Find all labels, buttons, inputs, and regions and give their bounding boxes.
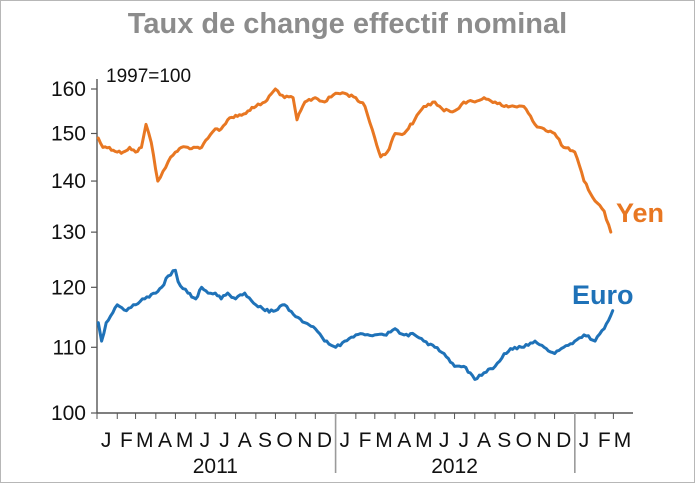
series-line-yen	[96, 87, 613, 234]
axes	[91, 79, 633, 473]
series-label-euro: Euro	[572, 280, 634, 310]
x-month-label: A	[397, 429, 411, 452]
series-lines	[96, 87, 615, 381]
y-tick-label: 160	[51, 78, 86, 101]
x-month-label: J	[579, 429, 590, 452]
x-month-label: M	[415, 429, 433, 452]
x-month-label: F	[120, 429, 133, 452]
x-month-label: M	[136, 429, 154, 452]
x-month-label: M	[176, 429, 194, 452]
y-axis-tick-labels: 160 150 140 130 120 110 100	[51, 78, 86, 425]
y-tick-label: 100	[51, 402, 86, 425]
y-tick-label: 150	[51, 122, 86, 145]
x-year-label: 2012	[431, 455, 478, 478]
y-tick-label: 110	[53, 336, 86, 359]
x-month-label: S	[258, 429, 272, 452]
x-month-label: J	[458, 429, 469, 452]
x-axis-year-labels: 2011 2012	[193, 455, 478, 478]
x-month-label: F	[359, 429, 372, 452]
x-month-label: M	[375, 429, 393, 452]
x-month-label: N	[537, 429, 552, 452]
x-month-label: S	[497, 429, 511, 452]
x-month-label: J	[219, 429, 230, 452]
x-month-label: J	[439, 429, 450, 452]
x-month-label: D	[317, 429, 332, 452]
x-month-label: A	[477, 429, 491, 452]
x-month-label: O	[516, 429, 532, 452]
series-label-yen: Yen	[616, 198, 664, 228]
x-month-label: J	[200, 429, 211, 452]
x-month-label: J	[101, 429, 112, 452]
x-month-label: D	[556, 429, 571, 452]
x-month-label: M	[614, 429, 632, 452]
chart-title: Taux de change effectif nominal	[127, 8, 568, 40]
x-year-label: 2011	[193, 455, 238, 478]
x-month-label: O	[276, 429, 292, 452]
y-tick-label: 140	[51, 170, 86, 193]
series-line-euro	[96, 268, 615, 381]
y-tick-label: 130	[51, 221, 86, 244]
x-month-label: J	[339, 429, 350, 452]
x-month-label: A	[238, 429, 252, 452]
y-tick-label: 120	[51, 276, 86, 299]
x-month-label: A	[158, 429, 172, 452]
x-month-label: N	[297, 429, 312, 452]
base-note: 1997=100	[106, 66, 191, 87]
x-month-label: F	[598, 429, 611, 452]
